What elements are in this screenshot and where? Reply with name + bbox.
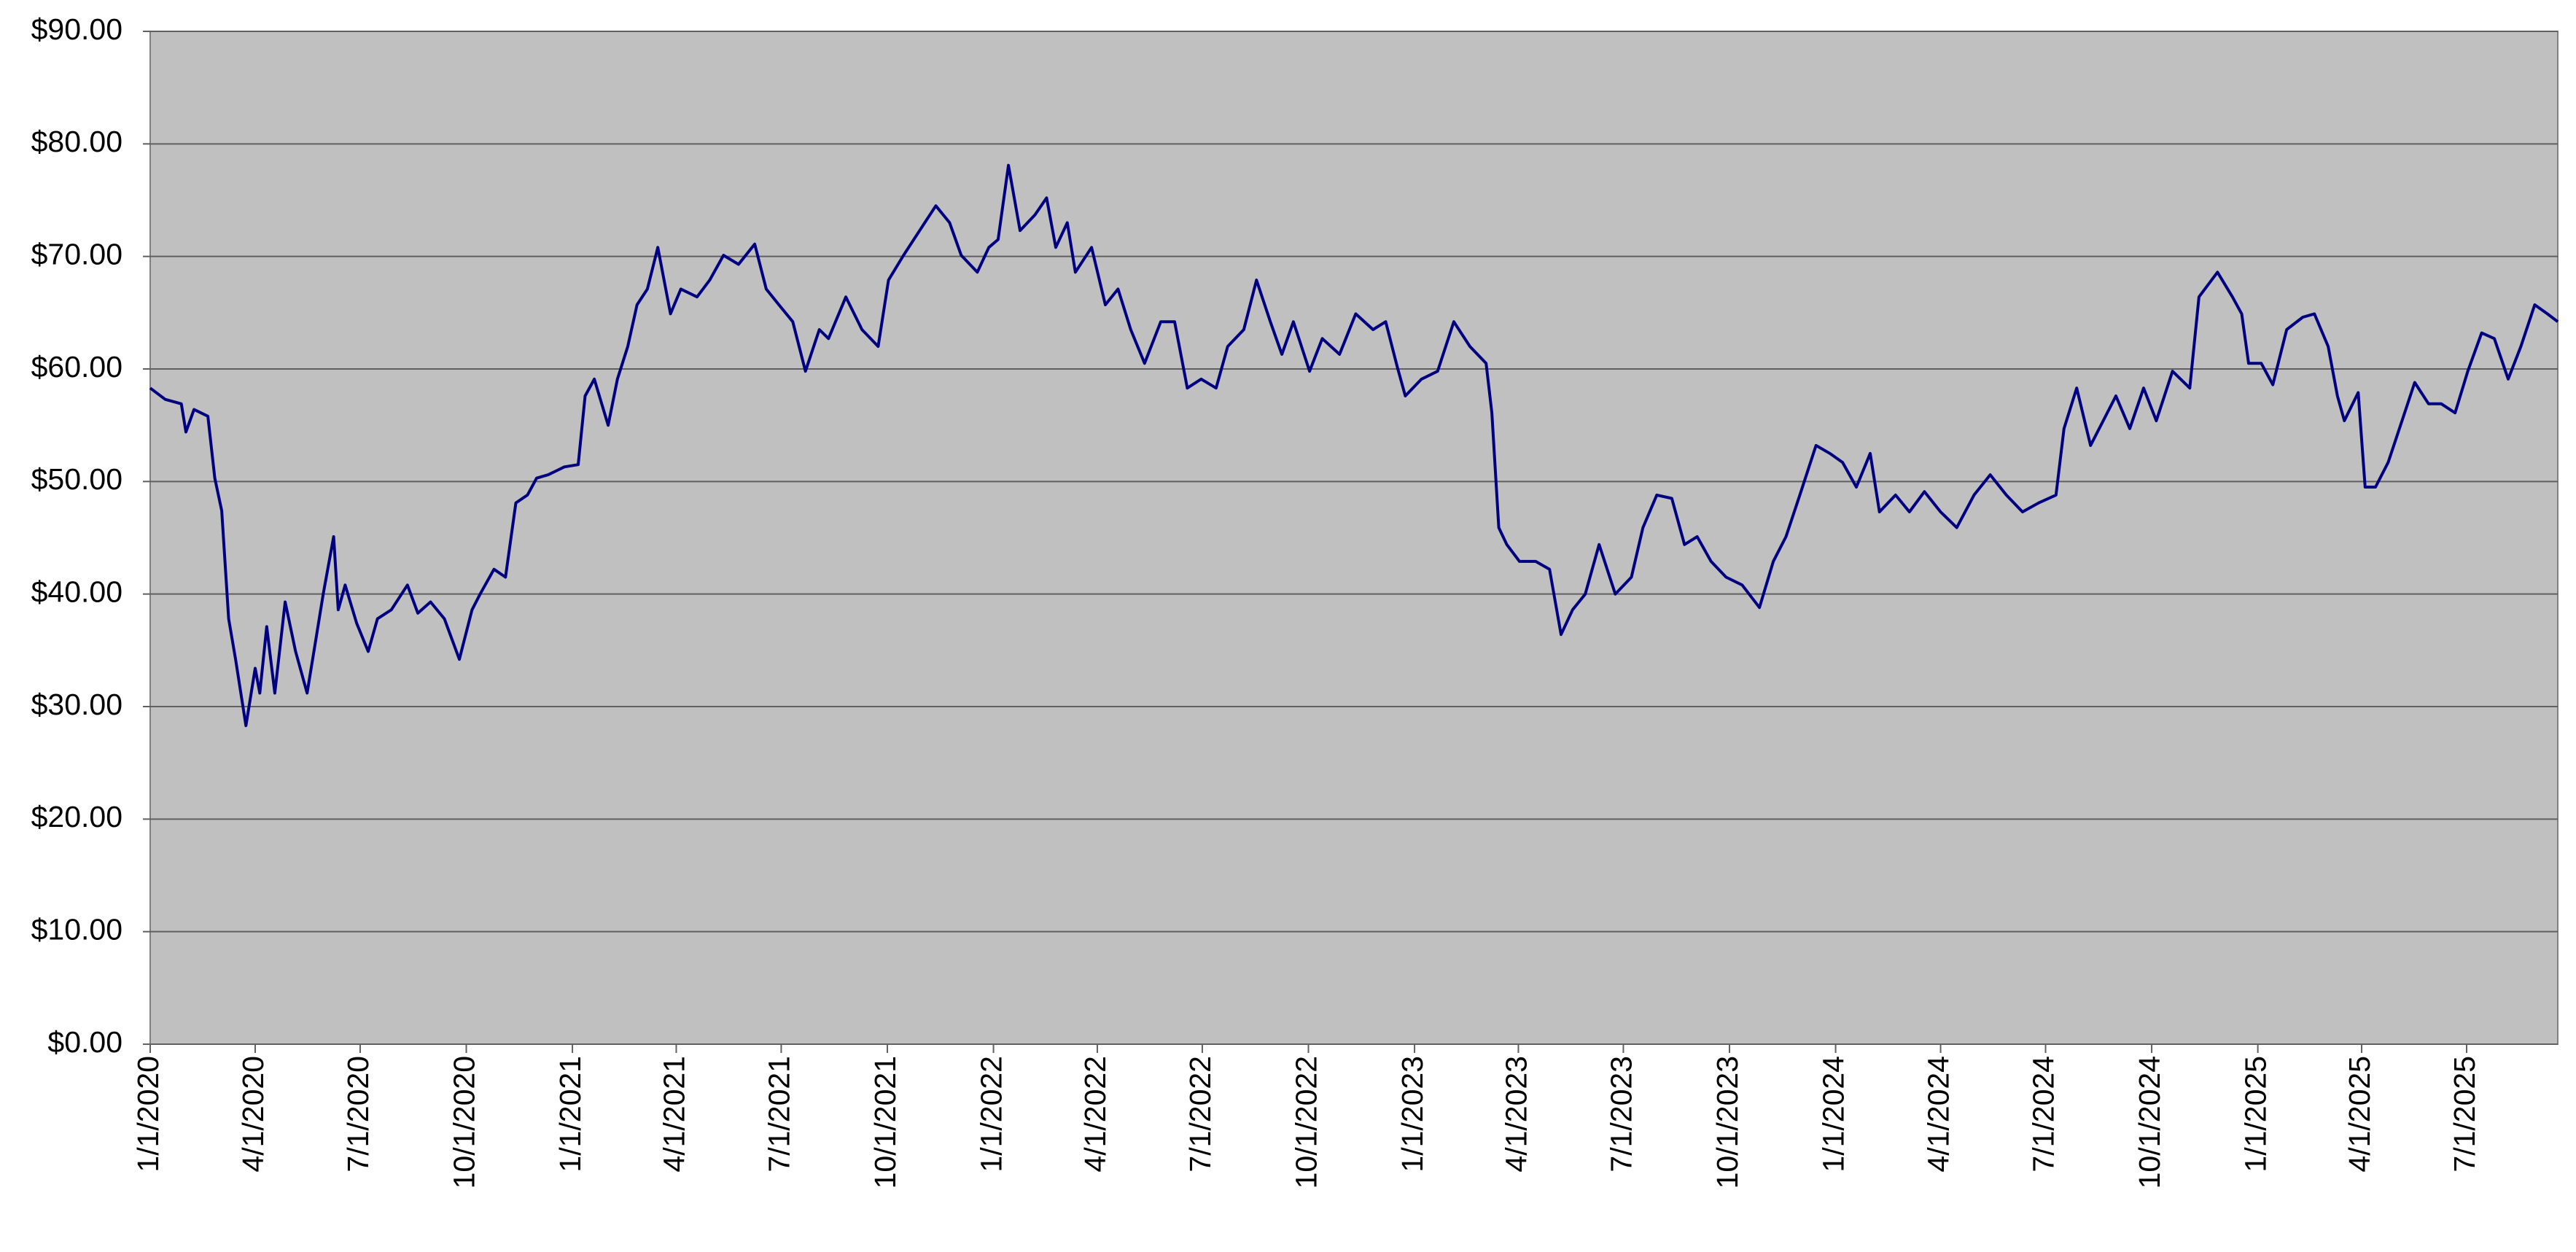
x-tick-label: 4/1/2025	[2343, 1056, 2376, 1173]
x-tick-label: 1/1/2021	[553, 1056, 587, 1173]
y-tick-label: $10.00	[31, 912, 122, 946]
x-tick-label: 10/1/2024	[2133, 1056, 2166, 1189]
x-tick-label: 4/1/2021	[657, 1056, 690, 1173]
x-tick-label: 10/1/2021	[868, 1056, 902, 1189]
y-tick-label: $40.00	[31, 575, 122, 608]
x-tick-label: 7/1/2025	[2448, 1056, 2481, 1173]
x-tick-label: 7/1/2020	[341, 1056, 375, 1173]
y-tick-label: $20.00	[31, 800, 122, 833]
x-tick-label: 1/1/2025	[2238, 1056, 2272, 1173]
y-tick-label: $0.00	[47, 1025, 122, 1059]
x-tick-label: 1/1/2020	[131, 1056, 165, 1173]
y-tick-label: $60.00	[31, 350, 122, 384]
x-tick-label: 10/1/2020	[447, 1056, 480, 1189]
x-tick-label: 7/1/2023	[1604, 1056, 1638, 1173]
x-tick-label: 10/1/2022	[1289, 1056, 1323, 1189]
y-tick-label: $90.00	[31, 12, 122, 46]
y-tick-label: $30.00	[31, 688, 122, 721]
x-tick-label: 1/1/2022	[974, 1056, 1008, 1173]
y-tick-label: $50.00	[31, 462, 122, 496]
x-tick-label: 1/1/2023	[1396, 1056, 1429, 1173]
plot-area	[149, 31, 2559, 1045]
x-tick-label: 4/1/2022	[1078, 1056, 1112, 1173]
x-tick-label: 7/1/2021	[762, 1056, 795, 1173]
x-tick-label: 10/1/2023	[1711, 1056, 1744, 1189]
y-tick-label: $80.00	[31, 125, 122, 158]
x-tick-label: 7/1/2022	[1183, 1056, 1217, 1173]
x-tick-label: 4/1/2024	[1921, 1056, 1955, 1173]
price-line	[149, 163, 2559, 728]
y-tick-label: $70.00	[31, 237, 122, 271]
x-tick-label: 7/1/2024	[2026, 1056, 2060, 1173]
x-tick-label: 4/1/2020	[236, 1056, 270, 1173]
x-tick-label: 4/1/2023	[1499, 1056, 1533, 1173]
x-tick-label: 1/1/2024	[1816, 1056, 1850, 1173]
